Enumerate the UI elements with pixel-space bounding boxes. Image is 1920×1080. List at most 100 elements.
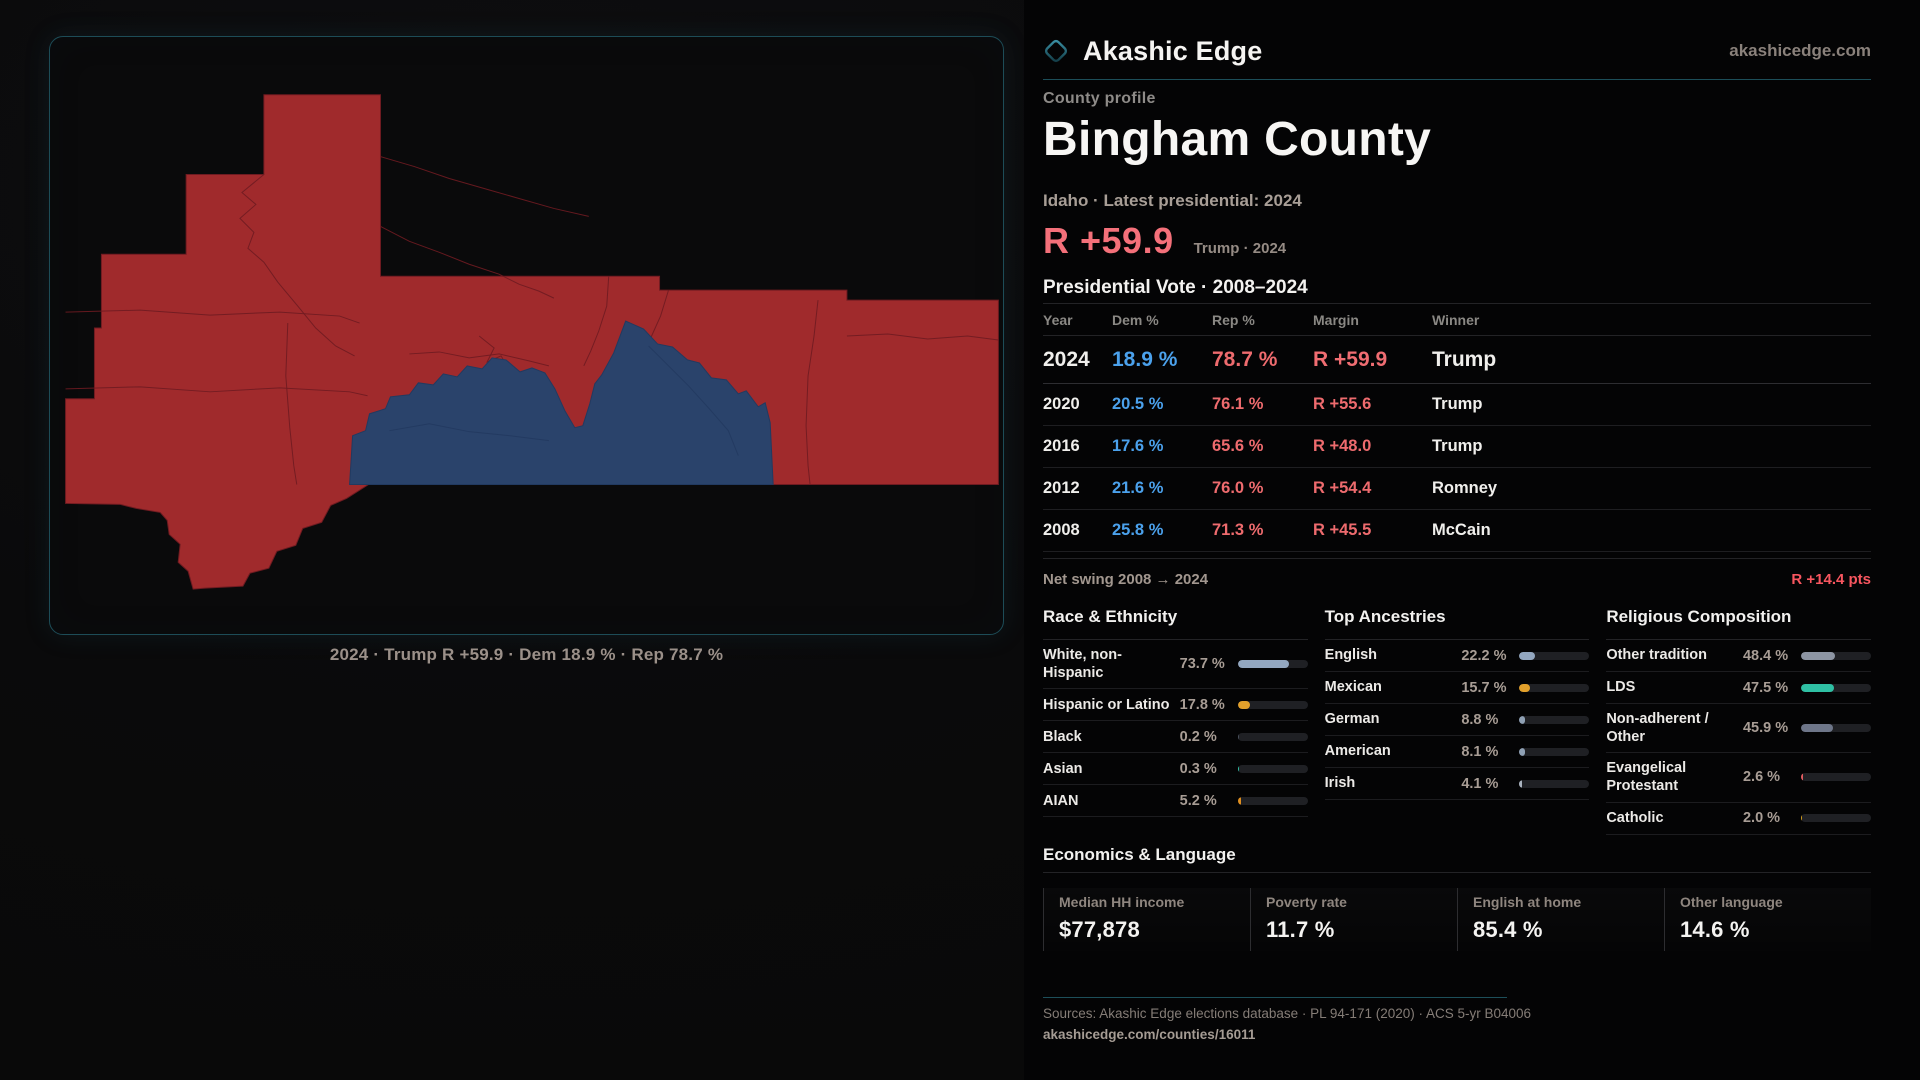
subtitle: Idaho · Latest presidential: 2024 [1043,191,1302,210]
demo-label: Other tradition [1606,647,1708,664]
demo-bar [1800,651,1871,660]
cell-c-win: Trump [1432,347,1497,371]
precinct-border [380,156,589,217]
economics-stats-row: Median HH income $77,878 Poverty rate 11.7 … [1043,888,1871,951]
stat-label: Poverty rate [1266,894,1347,910]
demo-value: 22.2 % [1461,647,1507,664]
demo-value: 48.4 % [1742,647,1789,664]
demo-column-title: Top Ancestries [1324,601,1590,640]
demo-value: 4.1 % [1461,775,1499,792]
demo-value: 73.7 % [1179,656,1225,673]
demo-bar [1800,773,1871,782]
header: Akashic Edge akashicedge.com [1043,30,1871,72]
vote-row-2016: 2016 17.6 % 65.6 % R +48.0 Trump [1043,426,1871,468]
precinct-map[interactable] [50,37,1003,634]
demo-bar [1519,715,1590,724]
headline-note: Trump · 2024 [1193,240,1287,257]
cell-c-win: Trump [1432,437,1483,455]
stat-card: Other language 14.6 % [1664,888,1871,951]
demo-row: White, non-Hispanic 73.7 % [1043,640,1308,690]
net-swing-row: Net swing 2008 → 2024 R +14.4 pts [1043,558,1871,588]
demo-bar [1237,764,1308,773]
precinct-border [846,333,999,341]
cell-c-mar: R +59.9 [1313,347,1388,371]
demo-column-title: Race & Ethnicity [1043,601,1308,640]
cell-c-rep: 76.1 % [1212,395,1264,413]
vote-row-2020: 2020 20.5 % 76.1 % R +55.6 Trump [1043,384,1871,426]
demo-label: Mexican [1324,679,1382,696]
demo-column: Race & Ethnicity White, non-Hispanic 73.7 … [1043,601,1308,835]
demo-row: Hispanic or Latino 17.8 % [1043,689,1308,722]
stat-label: English at home [1473,894,1582,910]
demo-row: Evangelical Protestant 2.6 % [1606,753,1871,803]
vote-row-2012: 2012 21.6 % 76.0 % R +54.4 Romney [1043,468,1871,510]
precinct-border [409,351,550,367]
precinct-border [239,174,355,357]
demo-column-title: Religious Composition [1606,601,1871,640]
stat-value: $77,878 [1059,917,1140,942]
demo-value: 5.2 % [1179,792,1217,809]
cell-c-rep: 71.3 % [1212,521,1264,539]
demo-bar-fill [1519,715,1526,724]
demo-bar-fill [1800,773,1803,782]
demo-value: 17.8 % [1179,696,1225,713]
precinct-border [380,225,555,299]
cell-c-year: 2020 [1043,395,1080,413]
stat-label: Other language [1680,894,1783,910]
cell-c-dem: 18.9 % [1112,347,1178,371]
permalink[interactable]: akashicedge.com/counties/16011 [1043,1027,1256,1042]
cell-c-dem: 25.8 % [1112,521,1164,539]
demo-row: Black 0.2 % [1043,721,1308,754]
column-header: Winner [1432,311,1480,328]
demo-row: American 8.1 % [1324,736,1590,768]
stat-value: 85.4 % [1473,917,1543,942]
cell-c-mar: R +48.0 [1313,437,1372,455]
vote-table-title: Presidential Vote · 2008–2024 [1043,277,1308,298]
sources-text: Sources: Akashic Edge elections database… [1043,1006,1532,1021]
demo-row: Other tradition 48.4 % [1606,640,1871,672]
demo-bar-fill [1800,651,1835,660]
cell-c-year: 2008 [1043,521,1080,539]
vote-row-2024: 2024 18.9 % 78.7 % R +59.9 Trump [1043,336,1871,384]
demo-label: White, non-Hispanic [1043,647,1122,682]
stat-card: Poverty rate 11.7 % [1250,888,1457,951]
demo-label: Catholic [1606,809,1664,826]
demo-row: AIAN 5.2 % [1043,785,1308,818]
demo-row: LDS 47.5 % [1606,672,1871,704]
precinct-border [648,345,739,456]
demo-value: 45.9 % [1742,720,1789,737]
demo-label: English [1324,647,1378,664]
precincts-democratic [349,320,774,485]
demo-bar-fill [1800,724,1834,733]
demo-value: 15.7 % [1461,679,1507,696]
stat-value: 11.7 % [1266,917,1335,942]
demo-bar [1237,732,1308,741]
cell-c-win: Romney [1432,479,1498,497]
headline-margin: R +59.9 [1043,220,1174,261]
headline-margin-block: R +59.9 Trump · 2024 [1043,220,1871,262]
demo-bar-fill [1519,651,1535,660]
brand-domain-link[interactable]: akashicedge.com [1729,41,1871,60]
demo-row: Irish 4.1 % [1324,768,1590,800]
county-map-panel [49,36,1004,635]
demo-bar [1800,683,1871,692]
cell-c-win: McCain [1432,521,1491,539]
demo-bar-fill [1237,700,1251,709]
economics-title: Economics & Language [1043,845,1236,864]
cell-c-year: 2024 [1043,347,1090,371]
cell-c-year: 2016 [1043,437,1080,455]
demo-label: LDS [1606,679,1636,696]
page-title: Bingham County [1043,113,1432,166]
precinct-border [65,386,368,397]
cell-c-dem: 21.6 % [1112,479,1164,497]
demo-label: Evangelical Protestant [1606,760,1687,795]
demo-bar-fill [1519,779,1523,788]
demo-bar-fill [1237,796,1242,805]
stat-card: English at home 85.4 % [1457,888,1664,951]
demo-bar [1519,779,1590,788]
cell-c-rep: 78.7 % [1212,347,1278,371]
demo-label: German [1324,711,1380,728]
demo-bar-fill [1237,732,1240,741]
demo-value: 0.3 % [1179,760,1217,777]
